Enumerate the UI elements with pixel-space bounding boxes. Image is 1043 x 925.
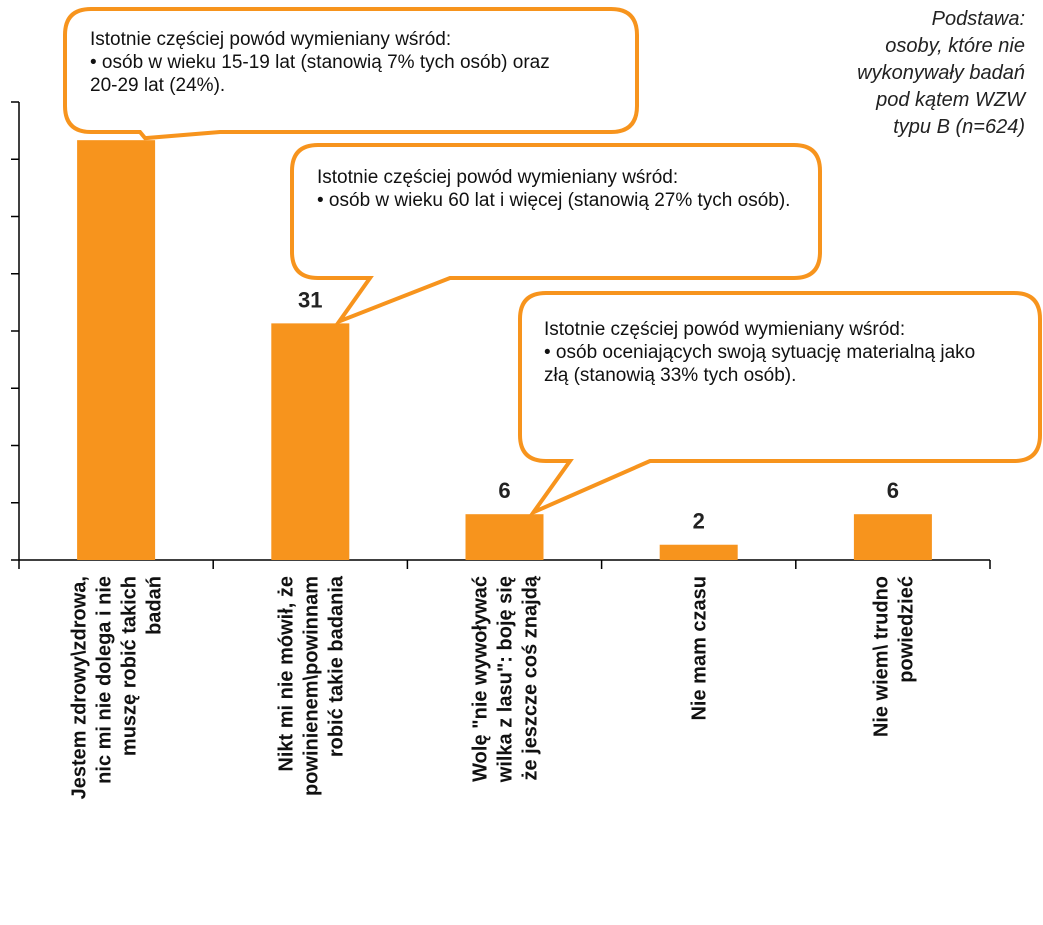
category-label-1-line-1: Jestem zdrowy\zdrowa,	[69, 576, 91, 799]
bars-layer	[77, 140, 932, 560]
bar-3	[465, 514, 544, 560]
category-label-5: Nie wiem\ trudno powiedzieć	[870, 576, 917, 737]
category-label-1-line-3: muszę robić takich	[119, 576, 141, 756]
bar-5	[853, 514, 932, 560]
category-label-4-line-1: Nie mam czasu	[689, 576, 711, 721]
callout-2-text: Istotnie częściej powód wymieniany wśród…	[317, 166, 817, 212]
category-label-2-line-3: robić takie badania	[325, 575, 347, 757]
category-labels-layer: Jestem zdrowy\zdrowa, nic mi nie dolega i…	[69, 575, 918, 799]
category-label-3-line-1: Wolę "nie wywoływać	[470, 576, 492, 782]
category-label-1-line-2: nic mi nie dolega i nie	[94, 576, 116, 784]
callout-3-text: Istotnie częściej powód wymieniany wśród…	[544, 318, 1024, 387]
category-label-1: Jestem zdrowy\zdrowa, nic mi nie dolega i…	[69, 576, 166, 799]
category-label-3-line-2: wilka z lasu": boję się	[495, 576, 517, 783]
callout-1-text: Istotnie częściej powód wymieniany wśród…	[90, 28, 610, 97]
bar-value-label-5: 6	[887, 478, 899, 503]
callout-1-line-1: Istotnie częściej powód wymieniany wśród…	[90, 29, 452, 50]
bar-value-label-2: 31	[298, 287, 322, 312]
category-label-5-line-2: powiedzieć	[895, 576, 917, 683]
base-note: Podstawa: osoby, które nie wykonywały ba…	[857, 8, 1025, 138]
category-label-3: Wolę "nie wywoływać wilka z lasu": boję s…	[470, 575, 542, 783]
category-label-1-line-4: badań	[144, 576, 166, 635]
callout-3-line-1: Istotnie częściej powód wymieniany wśród…	[544, 319, 906, 340]
callouts-layer	[63, 7, 1042, 517]
category-label-2-line-2: powinienem\powinnam	[300, 576, 322, 796]
callout-1-bubble	[63, 7, 639, 141]
callout-3-bubble	[518, 291, 1042, 517]
callout-2-line-2: • osób w wieku 60 lat i więcej (stanowią…	[317, 190, 791, 211]
callout-3-line-2: • osób oceniających swoją sytuację mater…	[544, 342, 976, 386]
category-label-2: Nikt mi nie mówił, że powinienem\powinnam…	[275, 575, 347, 796]
callout-2-bubble	[290, 143, 822, 326]
category-label-4: Nie mam czasu	[689, 576, 711, 721]
bar-4	[659, 544, 738, 560]
category-label-3-line-3: że jeszcze coś znajdą	[520, 575, 542, 780]
callout-1-line-2: • osób w wieku 15-19 lat (stanowią 7% ty…	[90, 52, 550, 96]
bar-value-label-4: 2	[693, 509, 705, 534]
bar-value-label-3: 6	[498, 478, 510, 503]
category-label-5-line-1: Nie wiem\ trudno	[870, 576, 892, 737]
callout-2-line-1: Istotnie częściej powód wymieniany wśród…	[317, 167, 679, 188]
bar-2	[271, 323, 350, 560]
bar-1	[77, 140, 156, 560]
category-label-2-line-1: Nikt mi nie mówił, że	[275, 576, 297, 772]
